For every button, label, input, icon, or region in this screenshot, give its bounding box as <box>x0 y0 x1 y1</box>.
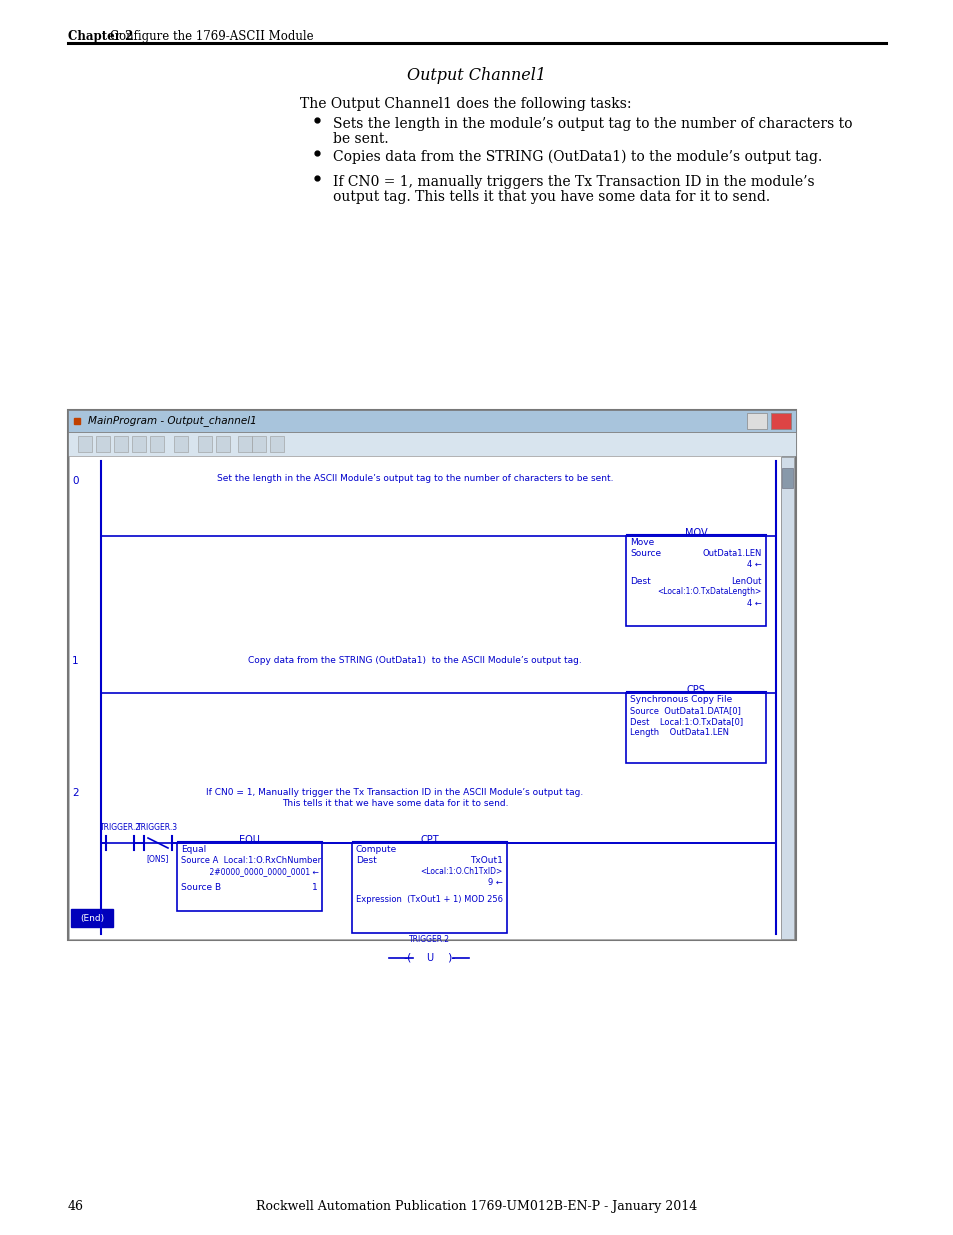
Text: Source  OutData1.DATA[0]: Source OutData1.DATA[0] <box>629 706 740 715</box>
Bar <box>198 436 212 452</box>
Text: 46: 46 <box>68 1200 84 1213</box>
Text: 2#0000_0000_0000_0001 ←: 2#0000_0000_0000_0001 ← <box>181 867 318 876</box>
Text: (End): (End) <box>80 914 104 923</box>
Text: This tells it that we have some data for it to send.: This tells it that we have some data for… <box>281 799 508 808</box>
Bar <box>68 432 795 456</box>
Bar <box>150 436 164 452</box>
Bar <box>352 844 506 932</box>
Text: 1: 1 <box>71 656 78 666</box>
Bar <box>68 410 795 432</box>
Bar <box>781 457 793 939</box>
Text: Copy data from the STRING (OutData1)  to the ASCII Module’s output tag.: Copy data from the STRING (OutData1) to … <box>248 656 581 664</box>
Text: 1: 1 <box>312 883 317 893</box>
Text: Compute: Compute <box>355 845 396 853</box>
Text: <Local:1:O.TxDataLength>: <Local:1:O.TxDataLength> <box>657 588 761 597</box>
Bar <box>69 456 781 939</box>
Text: 0: 0 <box>71 475 78 487</box>
Bar <box>770 412 790 429</box>
Text: The Output Channel1 does the following tasks:: The Output Channel1 does the following t… <box>299 98 631 111</box>
Bar <box>113 436 128 452</box>
Text: TRIGGER.2: TRIGGER.2 <box>99 823 140 832</box>
Text: be sent.: be sent. <box>333 132 388 146</box>
Text: Output Channel1: Output Channel1 <box>407 67 546 84</box>
Bar <box>625 693 765 763</box>
Text: Move: Move <box>629 538 654 547</box>
Bar <box>746 412 766 429</box>
Text: [ONS]: [ONS] <box>147 853 169 863</box>
Text: Set the length in the ASCII Module’s output tag to the number of characters to b: Set the length in the ASCII Module’s out… <box>216 474 613 483</box>
Text: EQU: EQU <box>239 835 259 845</box>
Bar <box>215 436 230 452</box>
Bar <box>68 410 795 940</box>
Text: 4 ←: 4 ← <box>746 599 761 608</box>
Text: LenOut: LenOut <box>731 577 761 585</box>
Text: Source A  Local:1:O.RxChNumber: Source A Local:1:O.RxChNumber <box>181 856 321 864</box>
Text: If CN0 = 1, Manually trigger the Tx Transaction ID in the ASCII Module’s output : If CN0 = 1, Manually trigger the Tx Tran… <box>206 788 583 797</box>
Text: output tag. This tells it that you have some data for it to send.: output tag. This tells it that you have … <box>333 190 769 204</box>
Bar <box>96 436 110 452</box>
Text: Source: Source <box>629 550 660 558</box>
Text: Source B: Source B <box>181 883 221 893</box>
Text: 2: 2 <box>71 788 78 798</box>
Text: Equal: Equal <box>181 845 206 853</box>
Text: CPS: CPS <box>686 685 704 695</box>
Text: MOV: MOV <box>684 529 706 538</box>
Text: TxOut1: TxOut1 <box>470 856 502 864</box>
Text: TRIGGER.3: TRIGGER.3 <box>137 823 178 832</box>
Text: Configure the 1769-ASCII Module: Configure the 1769-ASCII Module <box>110 30 314 43</box>
Bar <box>78 436 91 452</box>
Text: Copies data from the STRING (OutData1) to the module’s output tag.: Copies data from the STRING (OutData1) t… <box>333 149 821 164</box>
Text: Length    OutData1.LEN: Length OutData1.LEN <box>629 727 728 737</box>
Text: Rockwell Automation Publication 1769-UM012B-EN-P - January 2014: Rockwell Automation Publication 1769-UM0… <box>256 1200 697 1213</box>
Text: Dest: Dest <box>355 856 376 864</box>
Text: Synchronous Copy File: Synchronous Copy File <box>629 695 732 704</box>
Text: <Local:1:O.Ch1TxID>: <Local:1:O.Ch1TxID> <box>420 867 502 876</box>
Text: Dest: Dest <box>629 577 650 585</box>
Text: 9 ←: 9 ← <box>488 878 502 887</box>
Text: CPT: CPT <box>419 835 438 845</box>
Text: 4 ←: 4 ← <box>746 559 761 569</box>
Text: U: U <box>425 953 433 963</box>
Bar <box>770 412 790 429</box>
Text: -(: -( <box>403 953 411 963</box>
Text: )-: )- <box>447 953 456 963</box>
Text: Dest    Local:1:O.TxData[0]: Dest Local:1:O.TxData[0] <box>629 718 742 726</box>
Bar <box>625 536 765 626</box>
Bar <box>71 909 112 927</box>
Bar <box>237 436 252 452</box>
Text: If CN0 = 1, manually triggers the Tx Transaction ID in the module’s: If CN0 = 1, manually triggers the Tx Tra… <box>333 175 814 189</box>
Text: Expression  (TxOut1 + 1) MOD 256: Expression (TxOut1 + 1) MOD 256 <box>355 894 502 904</box>
Bar <box>173 436 188 452</box>
Text: Chapter 2: Chapter 2 <box>68 30 133 43</box>
Text: TRIGGER.2: TRIGGER.2 <box>409 935 450 944</box>
Text: OutData1.LEN: OutData1.LEN <box>702 550 761 558</box>
Bar <box>177 844 322 911</box>
Bar <box>132 436 146 452</box>
Text: MainProgram - Output_channel1: MainProgram - Output_channel1 <box>88 415 256 426</box>
Bar <box>252 436 266 452</box>
Text: Sets the length in the module’s output tag to the number of characters to: Sets the length in the module’s output t… <box>333 117 852 131</box>
Bar <box>270 436 284 452</box>
Bar <box>781 468 792 488</box>
